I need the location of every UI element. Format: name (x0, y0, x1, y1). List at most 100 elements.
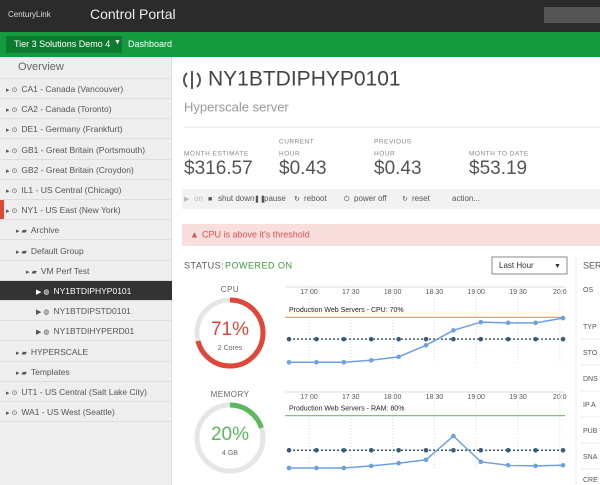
tree-label[interactable]: GB2 - Great Britain (Croydon) (21, 164, 134, 175)
usage-line-point (451, 433, 456, 439)
usage-line-point (396, 354, 401, 360)
stat-value: $316.57 (184, 158, 253, 179)
tree-icon: ▸ ▰ (16, 369, 27, 377)
usage-line-point (478, 459, 484, 465)
usage-line-point (478, 319, 484, 325)
main-panel: NY1BTDIPHYP0101 Hyperscale server ▲ CPU … (172, 57, 600, 485)
action-icon: ↻ (402, 196, 408, 203)
tree-icon: ▶ ◍ (36, 329, 50, 337)
tree-label[interactable]: GB1 - Great Britain (Portsmouth) (21, 144, 146, 155)
range-select[interactable] (491, 256, 568, 275)
select-caret: ▼ (554, 263, 561, 270)
tree-label[interactable]: NY1BTDIPSTD0101 (53, 306, 131, 317)
tree-icon: ▸ ⊙ (6, 410, 18, 418)
tree-item[interactable]: ▶ ◍ NY1BTDIPHYP0101 (0, 281, 172, 301)
average-line-point (368, 336, 374, 342)
action-button: reboot (304, 194, 327, 203)
tree-item[interactable]: ▸ ⊙ UT1 - US Central (Salt Lake City) (0, 382, 172, 402)
server-view: NY1BTDIPHYP0101 Hyperscale server ▲ CPU … (182, 68, 600, 485)
tree-item[interactable]: ▸ ⊙ GB1 - Great Britain (Portsmouth) (0, 140, 172, 160)
time-label: 19:00 (467, 289, 485, 296)
threshold-legend: Production Web Servers - CPU: 70% (289, 307, 404, 314)
tree-item[interactable]: ▸ ⊙ GB2 - Great Britain (Croydon) (0, 160, 172, 180)
stat-value: $0.43 (374, 158, 422, 179)
usage-line-point (533, 463, 538, 469)
tree-item[interactable]: ▸ ▰ Templates (0, 362, 172, 382)
tree-item[interactable]: ▸ ⊙ DE1 - Germany (Frankfurt) (0, 119, 172, 140)
threshold-legend: Production Web Servers - RAM: 80% (289, 405, 404, 412)
tree-label[interactable]: WA1 - US West (Seattle) (21, 407, 115, 418)
tree-label[interactable]: Templates (30, 366, 70, 377)
account-button[interactable] (6, 36, 122, 53)
stat-value: $0.43 (279, 158, 327, 179)
tree-icon: ▸ ▰ (16, 248, 27, 256)
average-line-point (396, 447, 401, 453)
tree-label[interactable]: UT1 - US Central (Salt Lake City) (21, 387, 147, 397)
detail-label: DNS (583, 376, 598, 383)
tree-label[interactable]: VM Perf Test (40, 265, 90, 276)
tree-icon: ▸ ▰ (16, 228, 27, 236)
action-icon: ❚❚ (254, 195, 266, 203)
logo[interactable]: CenturyLink (8, 10, 51, 19)
average-line-point (396, 336, 401, 342)
stat-label: MONTH TO DATE (469, 151, 529, 158)
tree-icon: ▸ ▰ (16, 349, 27, 357)
tree-icon: ▸ ⊙ (6, 167, 18, 175)
tree-item[interactable]: ▶ ◍ NY1BTDIPSTD0101 (0, 301, 172, 322)
tree-item[interactable]: ▸ ⊙ WA1 - US West (Seattle) (0, 402, 172, 423)
tree-item[interactable]: ▸ ⊙ CA1 - Canada (Vancouver) (0, 79, 172, 99)
server-kind: Hyperscale server (184, 99, 289, 114)
stat-label: MONTH ESTIMATE (184, 151, 249, 158)
tree-item[interactable]: ▸ ▰ VM Perf Test (0, 261, 172, 281)
tree-label[interactable]: CA1 - Canada (Vancouver) (21, 84, 124, 94)
tree-icon: ▶ ◍ (36, 289, 50, 296)
usage-line-point (560, 462, 566, 468)
tree-label[interactable]: NY1BTDIHYPERD01 (53, 326, 135, 337)
tree-item[interactable]: ▸ ▰ Archive (0, 220, 172, 241)
tree-label[interactable]: CA2 - Canada (Toronto) (21, 104, 112, 115)
tree-item[interactable]: ▸ ⊙ CA2 - Canada (Toronto) (0, 99, 172, 120)
tree-item[interactable]: ▸ ▰ HYPERSCALE (0, 342, 172, 362)
action-icon: ↻ (294, 196, 300, 203)
tree-label[interactable]: Default Group (30, 245, 84, 256)
tree-item[interactable]: ▸ ⊙ NY1 - US East (New York) (0, 200, 172, 221)
tree-icon: ▸ ⊙ (6, 147, 18, 155)
account-name[interactable]: Tier 3 Solutions Demo 4 (14, 39, 111, 49)
tree-icon: ▸ ⊙ (6, 127, 18, 135)
tree-item[interactable]: ▶ ◍ NY1BTDIHYPERD01 (0, 321, 172, 342)
tree-label[interactable]: DE1 - Germany (Frankfurt) (21, 124, 123, 135)
gauge-arc (194, 297, 266, 369)
time-label: 18:00 (384, 289, 402, 296)
average-line-point (451, 336, 456, 342)
stat-value: $53.19 (469, 158, 527, 179)
time-label: 18:30 (426, 289, 444, 296)
tree-icon: ▶ ◍ (36, 309, 50, 317)
stat-label: PREVIOUS (374, 139, 412, 146)
tree-label[interactable]: NY1BTDIPHYP0101 (53, 286, 132, 296)
tree-item[interactable]: ▸ ⊙ IL1 - US Central (Chicago) (0, 180, 172, 200)
time-label: 17:30 (342, 289, 360, 296)
dashboard-link[interactable]: Dashboard (128, 39, 173, 49)
range-value[interactable]: Last Hour (499, 261, 534, 270)
tree-label[interactable]: HYPERSCALE (30, 346, 89, 357)
average-line-point (423, 336, 429, 342)
average-line-point (368, 447, 374, 453)
time-label: 17:00 (300, 289, 318, 296)
tree-label[interactable]: IL1 - US Central (Chicago) (21, 185, 122, 195)
average-line-point (423, 447, 429, 453)
details-title: SER (583, 260, 600, 270)
tree-label[interactable]: Archive (30, 225, 60, 236)
time-label: 19:30 (509, 289, 527, 296)
usage-line-point (314, 359, 319, 365)
action-bar (182, 189, 600, 209)
average-line-point (286, 447, 292, 453)
gauge-sub: 4 GB (222, 450, 238, 457)
search-box[interactable] (544, 7, 600, 23)
usage-line-point (533, 320, 538, 326)
usage-line-point (314, 465, 319, 471)
detail-label: OS (583, 287, 593, 294)
tree-label[interactable]: NY1 - US East (New York) (21, 205, 121, 216)
time-label: 17:00 (300, 394, 318, 401)
tree-item[interactable]: ▸ ▰ Default Group (0, 241, 172, 261)
